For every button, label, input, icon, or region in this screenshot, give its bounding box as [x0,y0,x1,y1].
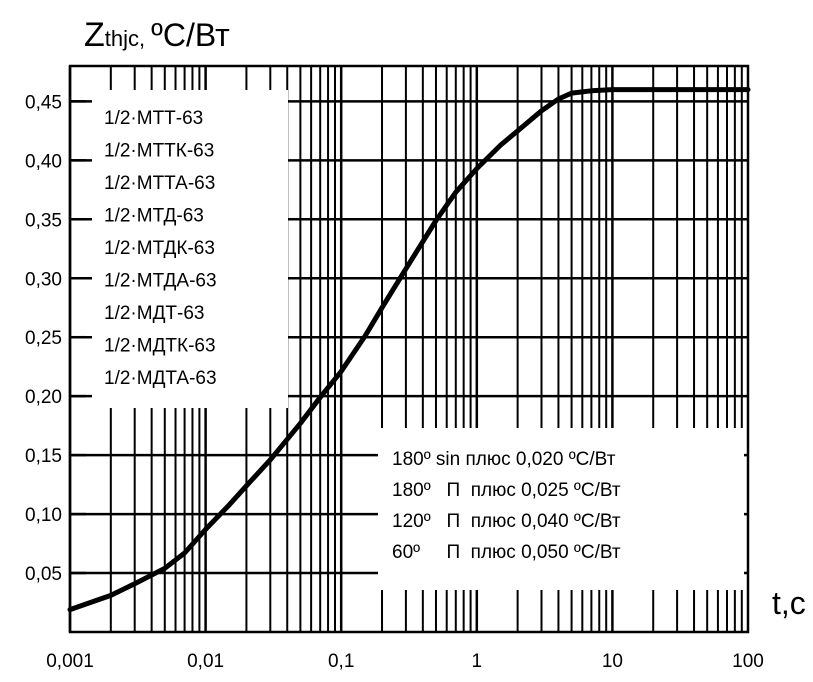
y-tick-label: 0,10 [25,505,62,526]
y-tick-label: 0,40 [25,151,62,172]
x-tick-labels: 0,001 0,01 0,1 1 10 100 [46,651,764,672]
x-tick-label: 10 [602,651,623,672]
y-tick-label: 0,05 [25,564,62,585]
device-legend-entry: 1/2·МТТ-63 [104,108,203,129]
device-legend-entry: 1/2·МТТК-63 [104,141,214,162]
condition-legend-box [378,428,744,590]
device-legend-entry: 1/2·МДТА-63 [104,368,217,389]
condition-legend-entry: 60º П плюс 0,050 ºC/Вт [392,542,621,563]
device-legend: 1/2·МТТ-63 1/2·МТТК-63 1/2·МТТА-63 1/2·МТД-… [104,108,217,389]
device-legend-entry: 1/2·МТДА-63 [104,271,217,292]
device-legend-entry: 1/2·МТДК-63 [104,238,215,259]
y-axis-title: Zthjc, ºC/Вт [84,16,230,54]
device-legend-entry: 1/2·МТД-63 [104,206,204,227]
impedance-curve [67,87,751,613]
y-tick-label: 0,25 [25,328,62,349]
x-tick-label: 0,1 [328,651,354,672]
device-legend-entry: 1/2·МДТК-63 [104,336,216,357]
plot-frame [68,64,750,634]
y-tick-label: 0,20 [25,387,62,408]
device-legend-entry: 1/2·МДТ-63 [104,303,205,324]
x-axis-title: t,c [772,585,806,621]
x-tick-label: 1 [472,651,483,672]
y-tick-label: 0,30 [25,269,62,290]
condition-legend: 180º sin плюс 0,020 ºC/Вт 180º П плюс 0,0… [392,449,621,563]
y-tick-label: 0,45 [25,92,62,113]
device-legend-entry: 1/2·МТТА-63 [104,173,215,194]
y-tick-label: 0,15 [25,446,62,467]
x-tick-label: 100 [732,651,764,672]
grid-stubs [70,100,86,575]
condition-legend-entry: 180º sin плюс 0,020 ºC/Вт [392,449,616,470]
condition-legend-entry: 180º П плюс 0,025 ºC/Вт [392,480,621,501]
x-tick-label: 0,01 [187,651,224,672]
x-tick-label: 0,001 [46,651,94,672]
device-legend-box [92,90,288,408]
condition-legend-entry: 120º П плюс 0,040 ºC/Вт [392,511,621,532]
y-tick-label: 0,35 [25,210,62,231]
y-tick-labels: 0,05 0,10 0,15 0,20 0,25 0,30 0,35 0,40 0,45 [25,92,62,585]
